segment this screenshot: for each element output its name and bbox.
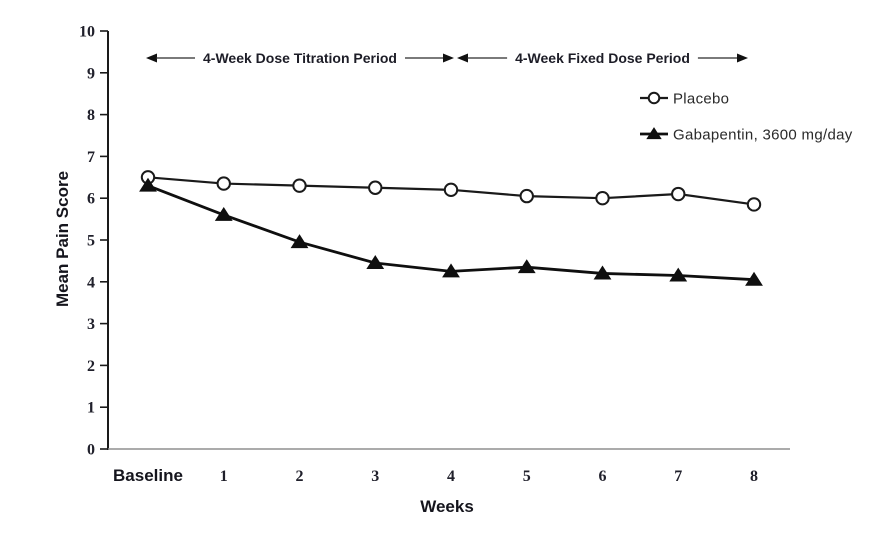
legend-label-gabapentin: Gabapentin, 3600 mg/day — [673, 127, 853, 144]
gabapentin-marker — [745, 271, 763, 286]
right-arrowhead-icon — [737, 53, 748, 63]
annotation-label: 4-Week Dose Titration Period — [203, 50, 397, 66]
y-tick-label: 6 — [87, 191, 95, 208]
x-tick-label: 8 — [750, 468, 758, 485]
x-tick-label: 4 — [447, 468, 455, 485]
y-axis-title: Mean Pain Score — [53, 171, 72, 307]
left-arrowhead-icon — [457, 53, 468, 63]
y-tick-label: 0 — [87, 442, 95, 459]
placebo-marker — [443, 182, 459, 198]
placebo-marker — [519, 188, 534, 204]
y-tick-label: 10 — [79, 24, 95, 41]
x-axis-title: Weeks — [420, 497, 474, 516]
y-tick-label: 9 — [87, 65, 95, 82]
placebo-marker — [595, 191, 610, 206]
x-tick-label: 2 — [296, 468, 304, 485]
legend-placebo-marker — [647, 91, 661, 105]
gabapentin-marker — [214, 206, 233, 221]
x-tick-label: 3 — [371, 468, 379, 485]
placebo-marker — [671, 186, 686, 202]
x-tick-label: 6 — [599, 468, 607, 485]
gabapentin-marker — [139, 177, 157, 192]
gabapentin-marker — [517, 259, 536, 274]
placebo-marker — [292, 178, 307, 193]
y-tick-label: 2 — [87, 358, 95, 375]
y-tick-label: 7 — [87, 149, 95, 166]
y-tick-label: 4 — [87, 274, 95, 291]
x-tick-label: 1 — [220, 468, 228, 485]
left-arrowhead-icon — [146, 53, 157, 63]
chart-generated-content: 0 1 2 3 4 5 6 7 8 9 10 Baseline 1 2 3 4 5 6 7 8 Placebo Gabap… — [79, 24, 853, 486]
x-tick-label: 5 — [523, 468, 531, 485]
annotation-label: 4-Week Fixed Dose Period — [515, 50, 690, 66]
placebo-marker — [216, 176, 231, 191]
placebo-marker — [368, 180, 383, 195]
gabapentin-marker — [366, 255, 385, 269]
gabapentin-marker — [442, 263, 460, 278]
y-tick-label: 1 — [87, 400, 95, 417]
x-tick-label: 7 — [674, 468, 682, 485]
legend-label-placebo: Placebo — [673, 91, 729, 108]
y-tick-label: 5 — [87, 233, 95, 250]
gabapentin-marker — [593, 265, 612, 280]
x-tick-label: Baseline — [113, 466, 183, 485]
placebo-marker — [746, 197, 762, 212]
legend-gabapentin-marker — [646, 127, 662, 140]
gabapentin-marker — [290, 234, 309, 249]
y-tick-label: 3 — [87, 316, 95, 333]
right-arrowhead-icon — [443, 53, 454, 63]
y-tick-label: 8 — [87, 107, 95, 124]
gabapentin-marker — [669, 267, 688, 282]
